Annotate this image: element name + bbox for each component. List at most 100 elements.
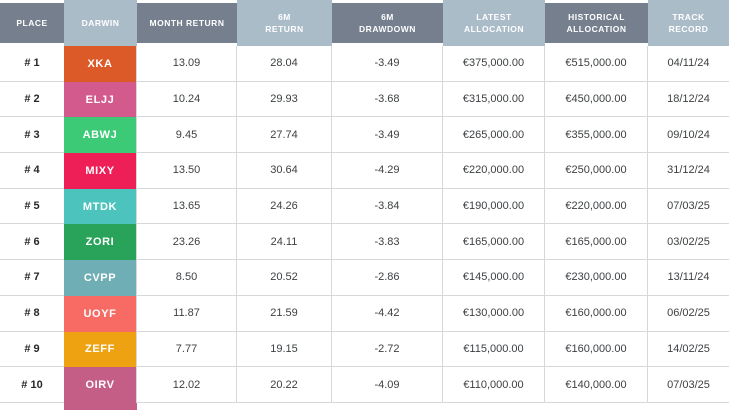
track-record-cell: 06/02/25 [648,296,729,332]
track-record-cell: 14/02/25 [648,332,729,368]
place-cell: # 6 [0,224,64,261]
last-darwin-color-spill [64,403,137,410]
table-row: # 5 MTDK 13.65 24.26 -3.84 €190,000.00 €220,00… [0,188,729,225]
track-record-cell: 07/03/25 [648,367,729,403]
header-cell-month-return[interactable]: MONTH RETURN [137,3,237,43]
table-row: # 10 OIRV 12.02 20.22 -4.09 €110,000.00 €140,0… [0,367,729,403]
darwin-ticker[interactable]: ZORI [64,224,137,261]
header-cell-latest-allocation[interactable]: LATEST ALLOCATION [443,0,545,46]
track-record-cell: 09/10/24 [648,117,729,154]
table-row: # 3 ABWJ 9.45 27.74 -3.49 €265,000.00 €355,000… [0,117,729,154]
drawdown-6m-cell: -3.84 [332,188,443,225]
month-return-cell: 8.50 [137,260,237,296]
track-record-cell: 13/11/24 [648,260,729,296]
drawdown-6m-cell: -3.49 [332,117,443,154]
drawdown-6m-cell: -4.09 [332,367,443,403]
darwin-ticker[interactable]: CVPP [64,260,137,296]
place-cell: # 1 [0,46,64,82]
historical-allocation-cell: €515,000.00 [545,46,648,82]
return-6m-cell: 27.74 [237,117,332,154]
drawdown-6m-cell: -2.86 [332,260,443,296]
darwin-ticker[interactable]: ELJJ [64,81,137,118]
track-record-cell: 18/12/24 [648,82,729,118]
latest-allocation-cell: €190,000.00 [443,188,545,225]
return-6m-cell: 19.15 [237,331,332,368]
historical-allocation-cell: €250,000.00 [545,153,648,189]
darwin-ticker[interactable]: UOYF [64,295,137,332]
latest-allocation-cell: €110,000.00 [443,367,545,403]
place-cell: # 4 [0,153,64,189]
drawdown-6m-cell: -3.49 [332,46,443,82]
track-record-cell: 07/03/25 [648,189,729,225]
month-return-cell: 9.45 [137,117,237,154]
return-6m-cell: 28.04 [237,46,332,82]
table-row: # 9 ZEFF 7.77 19.15 -2.72 €115,000.00 €160,000… [0,331,729,368]
darwin-ticker[interactable]: OIRV [64,367,137,403]
place-cell: # 10 [0,367,64,403]
latest-allocation-cell: €265,000.00 [443,117,545,154]
return-6m-cell: 20.22 [237,367,332,403]
month-return-cell: 23.26 [137,224,237,261]
historical-allocation-cell: €355,000.00 [545,117,648,154]
darwin-ticker[interactable]: ZEFF [64,331,137,368]
header-cell-darwin[interactable]: DARWIN [64,0,137,46]
latest-allocation-cell: €145,000.00 [443,260,545,296]
historical-allocation-cell: €160,000.00 [545,295,648,332]
month-return-cell: 13.65 [137,188,237,225]
darwin-ticker[interactable]: MTDK [64,188,137,225]
header-cell-place[interactable]: PLACE [0,3,64,43]
latest-allocation-cell: €375,000.00 [443,46,545,82]
return-6m-cell: 20.52 [237,260,332,296]
drawdown-6m-cell: -3.83 [332,224,443,261]
table-row: # 6 ZORI 23.26 24.11 -3.83 €165,000.00 €165,00… [0,224,729,261]
place-cell: # 2 [0,82,64,118]
place-cell: # 3 [0,117,64,154]
header-cell-drawdown-6m[interactable]: 6M DRAWDOWN [332,3,443,43]
historical-allocation-cell: €220,000.00 [545,188,648,225]
historical-allocation-cell: €160,000.00 [545,331,648,368]
historical-allocation-cell: €140,000.00 [545,367,648,403]
drawdown-6m-cell: -2.72 [332,331,443,368]
return-6m-cell: 21.59 [237,295,332,332]
month-return-cell: 13.09 [137,46,237,82]
track-record-cell: 04/11/24 [648,46,729,82]
return-6m-cell: 24.26 [237,188,332,225]
latest-allocation-cell: €115,000.00 [443,331,545,368]
latest-allocation-cell: €130,000.00 [443,295,545,332]
return-6m-cell: 29.93 [237,81,332,118]
table-header: PLACE DARWIN MONTH RETURN 6M RETURN 6M DRAWD… [0,0,729,46]
header-cell-track-record[interactable]: TRACK RECORD [648,0,729,46]
table-row: # 2 ELJJ 10.24 29.93 -3.68 €315,000.00 €450,00… [0,81,729,118]
latest-allocation-cell: €315,000.00 [443,81,545,118]
track-record-cell: 03/02/25 [648,224,729,261]
place-cell: # 5 [0,189,64,225]
table-row: # 8 UOYF 11.87 21.59 -4.42 €130,000.00 €160,00… [0,295,729,332]
latest-allocation-cell: €220,000.00 [443,153,545,189]
drawdown-6m-cell: -3.68 [332,81,443,118]
historical-allocation-cell: €230,000.00 [545,260,648,296]
drawdown-6m-cell: -4.29 [332,153,443,189]
header-cell-return-6m[interactable]: 6M RETURN [237,0,332,46]
table-body: # 1 XKA 13.09 28.04 -3.49 €375,000.00 €515,000… [0,46,729,403]
table-row: # 4 MIXY 13.50 30.64 -4.29 €220,000.00 €250,00… [0,153,729,189]
place-cell: # 9 [0,332,64,368]
table-row: # 7 CVPP 8.50 20.52 -2.86 €145,000.00 €230,000… [0,260,729,296]
drawdown-6m-cell: -4.42 [332,295,443,332]
header-cell-historical-allocation[interactable]: HISTORICAL ALLOCATION [545,3,648,43]
darwin-ticker[interactable]: XKA [64,46,137,82]
return-6m-cell: 30.64 [237,153,332,189]
month-return-cell: 7.77 [137,331,237,368]
table-row: # 1 XKA 13.09 28.04 -3.49 €375,000.00 €515,000… [0,46,729,82]
historical-allocation-cell: €165,000.00 [545,224,648,261]
return-6m-cell: 24.11 [237,224,332,261]
month-return-cell: 10.24 [137,81,237,118]
month-return-cell: 11.87 [137,295,237,332]
month-return-cell: 13.50 [137,153,237,189]
place-cell: # 8 [0,296,64,332]
month-return-cell: 12.02 [137,367,237,403]
darwin-ticker[interactable]: ABWJ [64,117,137,154]
place-cell: # 7 [0,260,64,296]
darwin-ticker[interactable]: MIXY [64,153,137,189]
historical-allocation-cell: €450,000.00 [545,81,648,118]
